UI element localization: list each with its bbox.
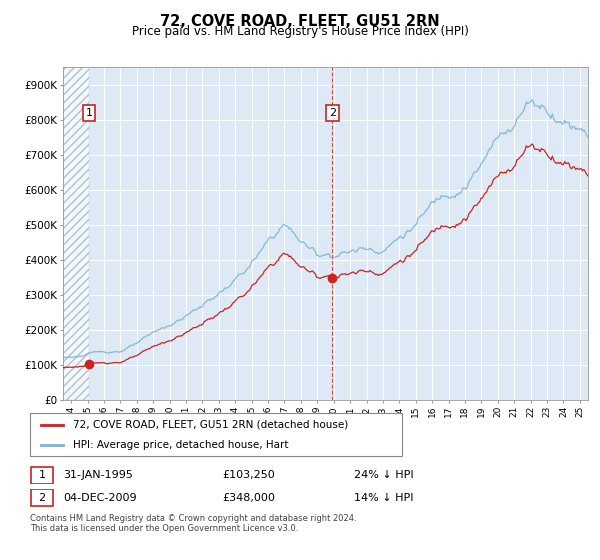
Text: 72, COVE ROAD, FLEET, GU51 2RN (detached house): 72, COVE ROAD, FLEET, GU51 2RN (detached… bbox=[73, 419, 348, 430]
Text: Contains HM Land Registry data © Crown copyright and database right 2024.
This d: Contains HM Land Registry data © Crown c… bbox=[30, 514, 356, 534]
FancyBboxPatch shape bbox=[31, 489, 53, 506]
Text: 1: 1 bbox=[38, 470, 46, 480]
Bar bbox=[63, 67, 89, 400]
Text: HPI: Average price, detached house, Hart: HPI: Average price, detached house, Hart bbox=[73, 440, 288, 450]
Text: 2: 2 bbox=[329, 108, 336, 118]
Text: 1: 1 bbox=[85, 108, 92, 118]
Text: £103,250: £103,250 bbox=[222, 470, 275, 480]
Text: 72, COVE ROAD, FLEET, GU51 2RN: 72, COVE ROAD, FLEET, GU51 2RN bbox=[160, 14, 440, 29]
Text: 04-DEC-2009: 04-DEC-2009 bbox=[63, 493, 137, 503]
Text: 31-JAN-1995: 31-JAN-1995 bbox=[63, 470, 133, 480]
FancyBboxPatch shape bbox=[31, 467, 53, 484]
Text: 14% ↓ HPI: 14% ↓ HPI bbox=[354, 493, 413, 503]
Text: Price paid vs. HM Land Registry's House Price Index (HPI): Price paid vs. HM Land Registry's House … bbox=[131, 25, 469, 38]
Text: 24% ↓ HPI: 24% ↓ HPI bbox=[354, 470, 413, 480]
FancyBboxPatch shape bbox=[30, 413, 402, 456]
Text: £348,000: £348,000 bbox=[222, 493, 275, 503]
Text: 2: 2 bbox=[38, 493, 46, 503]
